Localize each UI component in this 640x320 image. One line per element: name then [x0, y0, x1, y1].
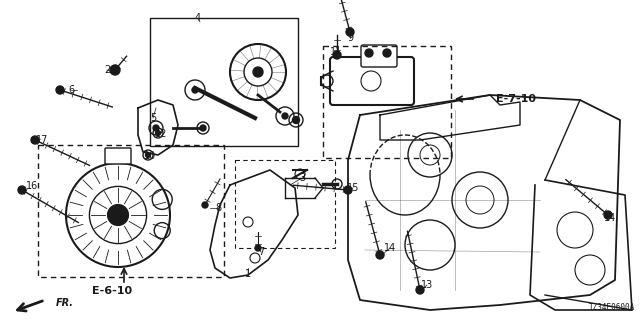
Text: 2: 2: [104, 65, 110, 75]
Circle shape: [344, 186, 352, 194]
Circle shape: [376, 251, 384, 259]
Text: 14: 14: [604, 213, 616, 223]
Text: 14: 14: [384, 243, 396, 253]
Circle shape: [145, 153, 150, 157]
Text: 4: 4: [195, 13, 201, 23]
Polygon shape: [348, 95, 620, 310]
Text: 13: 13: [421, 280, 433, 290]
FancyBboxPatch shape: [330, 57, 414, 105]
Text: FR.: FR.: [56, 298, 74, 308]
Circle shape: [202, 202, 208, 208]
Circle shape: [416, 286, 424, 294]
Circle shape: [255, 245, 261, 251]
Circle shape: [346, 28, 354, 36]
Circle shape: [153, 125, 159, 131]
Circle shape: [110, 65, 120, 75]
Text: 1: 1: [245, 269, 251, 279]
Bar: [38, 145, 224, 277]
FancyBboxPatch shape: [105, 148, 131, 164]
Text: 7: 7: [258, 247, 264, 257]
Text: 11: 11: [330, 47, 342, 57]
Text: 8: 8: [215, 203, 221, 213]
Circle shape: [604, 211, 612, 219]
Circle shape: [292, 116, 300, 124]
Circle shape: [365, 49, 373, 57]
Circle shape: [383, 49, 391, 57]
Bar: [235, 160, 335, 248]
Circle shape: [31, 136, 39, 144]
Text: 5: 5: [150, 113, 156, 123]
Text: 17: 17: [36, 135, 48, 145]
Text: E-7-10: E-7-10: [496, 94, 536, 104]
Text: 6: 6: [68, 85, 74, 95]
Bar: [150, 18, 298, 146]
Bar: [323, 46, 451, 158]
Text: E-6-10: E-6-10: [92, 286, 132, 296]
Circle shape: [156, 131, 161, 135]
FancyBboxPatch shape: [361, 45, 397, 67]
Circle shape: [200, 125, 206, 131]
Text: TZ34E0600A: TZ34E0600A: [589, 303, 635, 312]
Text: 3: 3: [299, 173, 305, 183]
Text: 15: 15: [347, 183, 359, 193]
Circle shape: [108, 204, 129, 225]
Text: 12: 12: [155, 129, 167, 139]
Circle shape: [18, 186, 26, 194]
Text: 10: 10: [144, 151, 156, 161]
Circle shape: [56, 86, 64, 94]
Text: 16: 16: [26, 181, 38, 191]
Circle shape: [192, 87, 198, 93]
Text: 9: 9: [347, 33, 353, 43]
Circle shape: [253, 67, 263, 77]
Circle shape: [282, 113, 288, 119]
Circle shape: [333, 51, 341, 59]
